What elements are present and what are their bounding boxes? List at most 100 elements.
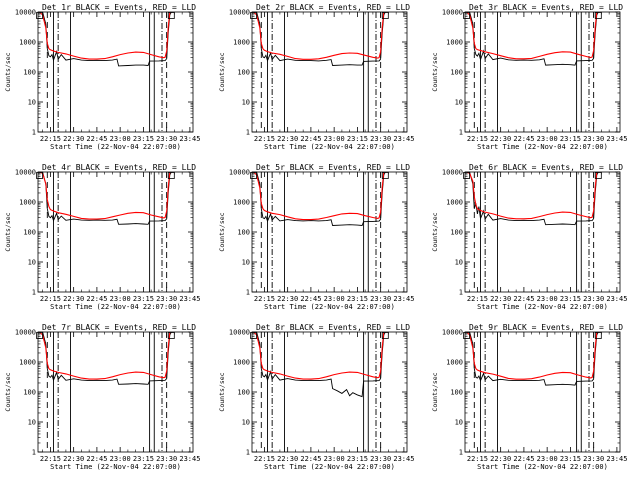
plot-frame [37,331,194,453]
x-tick-label: 23:30 [156,295,177,303]
plot-frame [251,171,408,293]
x-tick-label: 23:30 [156,135,177,143]
panel-title: Det 2r BLACK = Events, RED = LLD [256,3,410,12]
x-axis-label: Start Time (22-Nov-04 22:07:00) [264,303,395,311]
x-tick-label: 23:00 [110,295,131,303]
vertical-markers [46,332,168,452]
lld-series-line [39,172,172,220]
x-tick-label: 23:15 [347,135,368,143]
x-axis-label: Start Time (22-Nov-04 22:07:00) [50,463,181,471]
y-tick-label: 10000 [15,329,36,337]
vertical-markers [260,172,382,292]
x-tick-label: 22:15 [40,455,61,463]
vertical-markers [46,172,168,292]
x-tick-label: 23:45 [606,135,627,143]
corner-marker [594,12,602,19]
x-tick-label: 22:30 [277,295,298,303]
x-tick-label: 22:15 [40,135,61,143]
x-tick-label: 22:30 [490,455,511,463]
plot-frame [251,11,408,133]
x-tick-label: 23:15 [133,295,154,303]
panel-title: Det 7r BLACK = Events, RED = LLD [42,323,196,332]
series-group [39,12,172,67]
y-tick-label: 1000 [446,359,463,367]
x-tick-label: 22:15 [467,295,488,303]
chart-panel-8: Det 8r BLACK = Events, RED = LLD 1 10 100 10… [218,323,414,471]
y-tick-label: 10000 [15,9,36,17]
series-group [253,332,386,398]
x-tick-label: 22:45 [86,455,107,463]
x-tick-label: 22:45 [86,135,107,143]
x-axis-label: Start Time (22-Nov-04 22:07:00) [477,143,608,151]
x-tick-label: 22:15 [467,455,488,463]
x-tick-label: 23:15 [133,135,154,143]
y-tick-label: 10 [28,99,36,107]
y-axis-label: Counts/sec [218,52,226,91]
y-tick-label: 1000 [446,199,463,207]
y-tick-label: 1 [246,449,250,457]
x-tick-label: 23:15 [347,295,368,303]
y-tick-label: 10 [242,419,250,427]
plot-frame [464,331,621,453]
x-tick-label: 23:15 [560,455,581,463]
series-group [466,332,599,386]
corner-marker [167,172,175,179]
plot-frame [37,11,194,133]
y-axis-label: Counts/sec [218,212,226,251]
panel-title: Det 1r BLACK = Events, RED = LLD [42,3,196,12]
x-tick-label: 22:15 [40,295,61,303]
x-tick-label: 23:30 [370,455,391,463]
corner-marker [594,332,602,339]
y-tick-label: 1 [246,289,250,297]
y-axis-label: Counts/sec [431,372,439,411]
chart-panel-1: Det 1r BLACK = Events, RED = LLD 1 10 100 10… [4,3,200,151]
x-tick-label: 22:30 [63,455,84,463]
chart-panel-7: Det 7r BLACK = Events, RED = LLD 1 10 100 10… [4,323,200,471]
x-tick-label: 22:30 [63,295,84,303]
chart-panel-6: Det 6r BLACK = Events, RED = LLD 1 10 100 10… [431,163,627,311]
y-tick-label: 10 [455,419,463,427]
series-group [466,172,599,226]
x-tick-label: 22:15 [254,135,275,143]
y-axis-label: Counts/sec [431,52,439,91]
x-tick-label: 23:00 [324,295,345,303]
y-tick-label: 100 [237,69,250,77]
y-tick-label: 100 [23,229,36,237]
y-tick-label: 10000 [229,9,250,17]
y-tick-label: 10 [28,419,36,427]
vertical-markers [260,12,382,132]
events-series-line [42,172,172,225]
x-tick-label: 23:00 [110,455,131,463]
lld-series-line [39,12,172,60]
y-tick-label: 10000 [229,169,250,177]
y-tick-label: 10 [242,99,250,107]
x-tick-label: 22:45 [513,135,534,143]
x-tick-label: 23:30 [370,295,391,303]
events-series-line [469,12,599,66]
events-series-line [256,12,386,66]
y-tick-label: 1000 [446,39,463,47]
x-tick-label: 22:30 [277,135,298,143]
x-tick-label: 23:00 [537,135,558,143]
events-series-line [256,332,386,398]
x-tick-label: 22:45 [300,295,321,303]
x-axis-label: Start Time (22-Nov-04 22:07:00) [264,143,395,151]
y-tick-label: 1000 [233,199,250,207]
y-axis-label: Counts/sec [4,372,12,411]
panel-title: Det 9r BLACK = Events, RED = LLD [469,323,623,332]
x-axis-label: Start Time (22-Nov-04 22:07:00) [477,303,608,311]
lld-series-line [466,172,599,220]
plot-frame [37,171,194,293]
events-series-line [469,172,599,226]
plot-frame [464,11,621,133]
events-series-line [256,172,386,226]
lld-series-line [466,332,599,380]
y-tick-label: 1 [459,449,463,457]
x-tick-label: 22:15 [254,295,275,303]
x-tick-label: 23:30 [583,135,604,143]
vertical-markers [473,172,595,292]
x-tick-label: 22:45 [300,455,321,463]
y-tick-label: 1000 [19,359,36,367]
x-tick-label: 22:45 [513,295,534,303]
